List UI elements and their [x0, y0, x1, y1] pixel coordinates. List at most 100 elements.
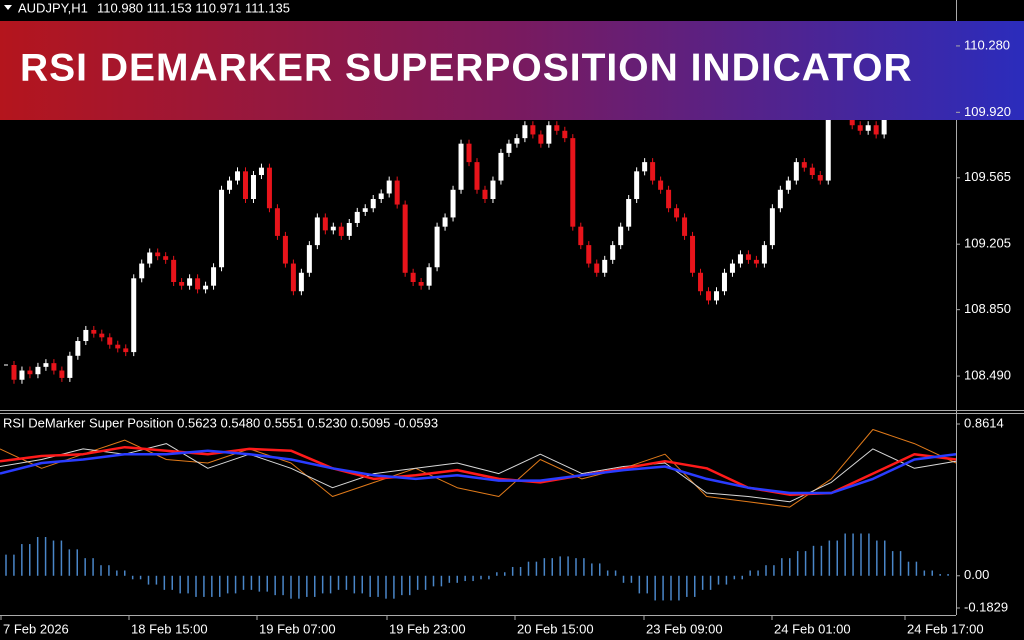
- candle: [394, 180, 400, 205]
- candle: [857, 125, 863, 131]
- candle: [346, 222, 352, 236]
- candle: [650, 162, 656, 181]
- candle: [27, 370, 33, 375]
- plot-layer: [0, 75, 957, 601]
- indicator-line: [0, 443, 957, 503]
- candle: [522, 125, 528, 139]
- y-tick-label: 110.280: [964, 37, 1010, 52]
- candle: [107, 337, 113, 345]
- candle: [554, 125, 560, 131]
- candle: [258, 167, 264, 176]
- y-tick-label: 0.8614: [964, 415, 1004, 430]
- candle: [203, 285, 209, 290]
- indicator-title: RSI DeMarker Super Position 0.5623 0.548…: [3, 415, 438, 430]
- indicator-line: [0, 449, 957, 495]
- candle: [306, 245, 312, 273]
- candle: [290, 263, 296, 292]
- candle: [354, 211, 360, 223]
- candle: [51, 363, 57, 371]
- candle: [330, 226, 336, 231]
- candle: [370, 199, 376, 209]
- candle: [737, 254, 743, 264]
- candle: [282, 235, 288, 264]
- candle: [266, 167, 272, 209]
- candle: [785, 180, 791, 190]
- y-tick-label: 0.00: [964, 567, 989, 582]
- y-tick-label: -0.1829: [964, 599, 1008, 614]
- candle: [410, 272, 416, 283]
- candle: [666, 189, 672, 209]
- candle: [690, 235, 696, 273]
- candle: [466, 143, 472, 163]
- candle: [362, 208, 368, 212]
- candle: [378, 193, 384, 200]
- candle: [658, 180, 664, 190]
- candle: [618, 226, 624, 246]
- candle: [298, 272, 304, 292]
- candle: [314, 217, 320, 246]
- indicator-line: [0, 445, 957, 496]
- candle: [610, 245, 616, 260]
- candle: [147, 252, 153, 264]
- candle: [235, 171, 241, 181]
- banner: [0, 21, 1024, 120]
- candle: [442, 217, 448, 227]
- candle: [682, 217, 688, 236]
- candle: [274, 208, 280, 236]
- candle: [753, 259, 759, 264]
- candle: [250, 175, 256, 200]
- candle: [538, 134, 544, 144]
- candle: [809, 167, 815, 176]
- candle: [123, 348, 129, 353]
- candle: [881, 116, 887, 135]
- candle: [706, 291, 712, 301]
- candle: [11, 364, 17, 380]
- candle: [498, 152, 504, 181]
- candle: [155, 252, 161, 257]
- candle: [873, 125, 879, 135]
- y-tick-label: 108.850: [964, 301, 1011, 316]
- x-tick-label: 7 Feb 2026: [3, 621, 69, 636]
- candle: [546, 125, 552, 144]
- candle: [458, 143, 464, 190]
- candle: [474, 162, 480, 190]
- candle: [674, 208, 680, 218]
- candle: [35, 366, 41, 375]
- candle: [187, 278, 193, 286]
- x-tick-label: 19 Feb 07:00: [259, 621, 336, 636]
- candle: [745, 254, 751, 260]
- y-tick-label: 109.920: [964, 104, 1011, 119]
- candle: [179, 282, 185, 286]
- candle: [793, 162, 799, 181]
- candle: [402, 204, 408, 273]
- candle: [713, 291, 719, 301]
- candle: [67, 355, 73, 378]
- candle: [75, 341, 81, 356]
- candle: [801, 162, 807, 168]
- candle: [506, 143, 512, 153]
- candle: [721, 272, 727, 292]
- candle: [761, 245, 767, 264]
- candle: [634, 171, 640, 200]
- candle: [338, 226, 344, 236]
- x-tick-label: 20 Feb 15:00: [517, 621, 594, 636]
- symbol: AUDJPY,H1: [18, 0, 88, 15]
- candle: [642, 162, 648, 172]
- candle: [242, 171, 248, 200]
- candle: [43, 363, 49, 367]
- menu-arrow[interactable]: [4, 5, 12, 10]
- candle: [91, 329, 97, 334]
- x-tick-label: 24 Feb 01:00: [774, 621, 851, 636]
- candle: [139, 263, 145, 279]
- candle: [865, 125, 871, 131]
- candle: [99, 333, 105, 338]
- candle: [490, 180, 496, 200]
- y-tick-label: 108.490: [964, 368, 1011, 383]
- candle: [322, 217, 328, 231]
- candle: [386, 180, 392, 194]
- candle: [698, 272, 704, 292]
- candle: [777, 189, 783, 209]
- candle: [219, 189, 225, 268]
- candle: [530, 125, 536, 135]
